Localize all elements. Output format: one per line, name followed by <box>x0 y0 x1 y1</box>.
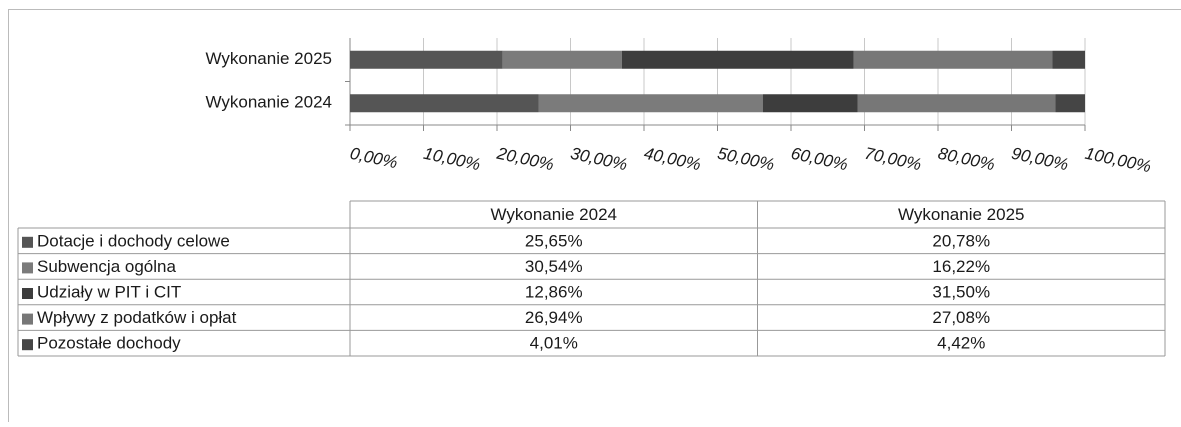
bar-segment <box>350 50 503 69</box>
table-header: Wykonanie 2024 <box>491 205 618 224</box>
y-tick-label: Wykonanie 2025 <box>206 49 333 68</box>
table-cell: 20,78% <box>932 231 990 250</box>
table-cell: 30,54% <box>525 257 583 276</box>
bar-segment <box>1052 50 1085 69</box>
x-tick-label: 90,00% <box>1010 144 1070 175</box>
bar-segment <box>1055 94 1085 113</box>
x-tick-label: 50,00% <box>716 144 776 175</box>
x-tick-label: 20,00% <box>494 144 555 175</box>
table-cell: 16,22% <box>932 257 990 276</box>
legend-swatch <box>22 339 33 351</box>
x-tick-label: 80,00% <box>936 144 996 175</box>
legend-label: Wpływy z podatków i opłat <box>37 308 237 327</box>
y-tick-label: Wykonanie 2024 <box>206 93 333 112</box>
legend-swatch <box>22 288 33 299</box>
bar-segment <box>350 94 539 113</box>
bar-segment <box>621 50 854 69</box>
legend-label: Subwencja ogólna <box>37 257 176 276</box>
legend-swatch <box>22 236 33 248</box>
bar-segment <box>762 94 858 113</box>
x-tick-label: 70,00% <box>863 144 923 175</box>
x-tick-label: 10,00% <box>422 144 482 175</box>
x-tick-label: 30,00% <box>569 144 629 175</box>
legend-label: Pozostałe dochody <box>37 334 181 353</box>
x-tick-label: 40,00% <box>642 144 702 175</box>
legend-label: Udziały w PIT i CIT <box>37 282 181 301</box>
table-cell: 4,42% <box>937 334 985 353</box>
legend-swatch <box>22 262 33 274</box>
table-cell: 25,65% <box>525 231 583 250</box>
bar-segment <box>853 50 1053 69</box>
bar-segment <box>538 94 763 113</box>
table-cell: 4,01% <box>530 334 578 353</box>
table-cell: 27,08% <box>932 308 990 327</box>
table-cell: 31,50% <box>932 282 990 301</box>
x-tick-label: 100,00% <box>1083 144 1153 177</box>
x-tick-label: 60,00% <box>789 144 849 175</box>
bar-segment <box>502 50 622 69</box>
table-cell: 26,94% <box>525 308 583 327</box>
table-header: Wykonanie 2025 <box>898 205 1025 224</box>
x-tick-label: 0,00% <box>348 144 399 173</box>
legend-swatch <box>22 313 33 325</box>
bar-segment <box>857 94 1056 113</box>
legend-label: Dotacje i dochody celowe <box>37 231 230 250</box>
table-cell: 12,86% <box>525 282 583 301</box>
